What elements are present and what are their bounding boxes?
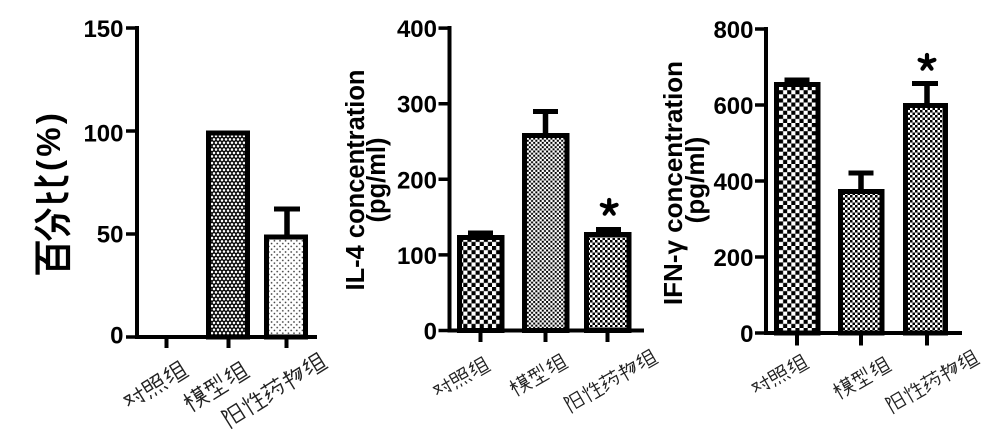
svg-text:100: 100 [397, 243, 437, 270]
svg-text:400: 400 [713, 169, 753, 196]
svg-text:400: 400 [397, 16, 437, 43]
svg-text:(pg/ml): (pg/ml) [680, 137, 710, 224]
svg-text:(pg/ml): (pg/ml) [363, 138, 391, 223]
svg-text:200: 200 [397, 167, 437, 194]
svg-text:0: 0 [110, 323, 123, 350]
svg-text:150: 150 [83, 16, 123, 43]
svg-text:800: 800 [713, 17, 753, 44]
svg-text:300: 300 [397, 92, 437, 119]
svg-text:0: 0 [424, 319, 437, 346]
svg-text:IFN-γ concentration: IFN-γ concentration [658, 61, 688, 305]
svg-text:IL-4 concentration: IL-4 concentration [342, 69, 370, 290]
svg-text:50: 50 [97, 222, 124, 249]
svg-text:(%): (%) [30, 110, 67, 171]
svg-text:0: 0 [740, 321, 753, 348]
svg-text:200: 200 [713, 245, 753, 272]
svg-text:100: 100 [83, 121, 123, 148]
svg-text:600: 600 [713, 93, 753, 120]
